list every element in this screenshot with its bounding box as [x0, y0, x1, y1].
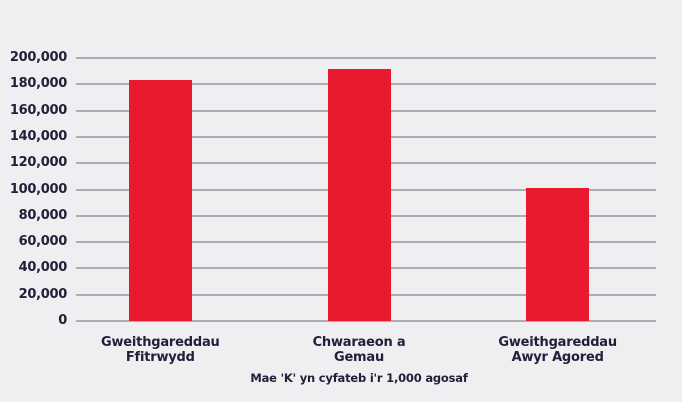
category-label: Gweithgareddau Ffitrwydd	[70, 335, 250, 365]
y-axis-tick-label: 140,000	[9, 128, 67, 144]
y-axis-tick-label: 40,000	[18, 260, 68, 276]
y-axis-tick-label: 180,000	[9, 76, 67, 92]
category-label: Chwaraeon a Gemau	[269, 335, 449, 365]
y-axis-tick-label: 160,000	[9, 102, 67, 118]
y-axis-tick-label: 20,000	[18, 286, 68, 302]
bar-3	[526, 188, 590, 321]
y-axis-tick-label: 0	[58, 313, 67, 328]
bar-1	[128, 80, 192, 321]
gridline	[76, 57, 656, 59]
bar-2	[327, 68, 391, 321]
category-label-line: Gemau	[333, 350, 385, 365]
chart-footnote: Mae 'K' yn cyfateb i'r 1,000 agosaf	[250, 371, 468, 385]
y-axis-tick-label: 200,000	[9, 50, 67, 65]
category-label-line: Gweithgareddau	[101, 335, 220, 350]
category-label: Gweithgareddau Awyr Agored	[468, 335, 648, 365]
category-label-line: Ffitrwydd	[125, 350, 195, 365]
y-axis-tick-label: 120,000	[9, 155, 67, 171]
category-label-line: Awyr Agored	[511, 350, 604, 365]
category-label-line: Gweithgareddau	[498, 335, 617, 350]
y-axis-tick-label: 100,000	[9, 181, 67, 197]
category-label-line: Chwaraeon a	[312, 335, 406, 350]
gridline	[76, 320, 656, 322]
y-axis-tick-label: 80,000	[18, 207, 68, 223]
y-axis-tick-label: 60,000	[18, 234, 68, 250]
